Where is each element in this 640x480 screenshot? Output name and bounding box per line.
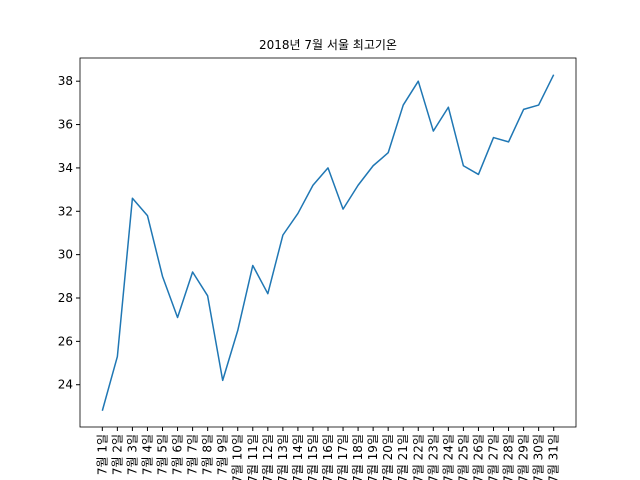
x-tick-label: 7월 17일 [336, 434, 350, 480]
x-tick-label: 7월 7일 [186, 434, 200, 475]
x-tick-label: 7월 19일 [366, 434, 380, 480]
x-tick-label: 7월 18일 [351, 434, 365, 480]
x-tick-label: 7월 11일 [246, 434, 260, 480]
y-tick-label: 36 [58, 118, 73, 132]
y-tick-label: 24 [58, 378, 73, 392]
x-tick-label: 7월 31일 [547, 434, 561, 480]
x-tick-label: 7월 6일 [171, 434, 185, 475]
x-tick-label: 7월 28일 [502, 434, 516, 480]
x-tick-label: 7월 4일 [140, 434, 154, 475]
y-tick-label: 30 [58, 248, 73, 262]
y-tick-label: 38 [58, 74, 73, 88]
x-tick-label: 7월 12일 [261, 434, 275, 480]
y-tick-label: 32 [58, 204, 73, 218]
x-tick-label: 7월 22일 [411, 434, 425, 480]
x-tick-label: 7월 24일 [441, 434, 455, 480]
y-tick-label: 26 [58, 334, 73, 348]
x-tick-label: 7월 26일 [471, 434, 485, 480]
line [101, 74, 555, 411]
x-tick-label: 7월 21일 [396, 434, 410, 480]
x-tick-label: 7월 9일 [216, 434, 230, 475]
x-tick-label: 7월 29일 [517, 434, 531, 480]
x-tick-label: 7월 2일 [110, 434, 124, 475]
x-tick-label: 7월 5일 [156, 434, 170, 475]
x-tick-label: 7월 10일 [231, 434, 245, 480]
chart-title: 2018년 7월 서울 최고기온 [259, 38, 397, 52]
x-tick-label: 7월 3일 [125, 434, 139, 475]
y-tick-label: 34 [58, 161, 73, 175]
x-tick-label: 7월 8일 [201, 434, 215, 475]
x-tick-label: 7월 20일 [381, 434, 395, 480]
x-tick-label: 7월 14일 [291, 434, 305, 480]
plot-frame [79, 57, 577, 428]
x-tick-label: 7월 15일 [306, 434, 320, 480]
x-tick-label: 7월 27일 [486, 434, 500, 480]
x-tick-label: 7월 16일 [321, 434, 335, 480]
x-tick-label: 7월 1일 [95, 434, 109, 475]
x-tick-label: 7월 23일 [426, 434, 440, 480]
x-tick-label: 7월 13일 [276, 434, 290, 480]
x-tick-label: 7월 25일 [456, 434, 470, 480]
x-tick-label: 7월 30일 [532, 434, 546, 480]
y-tick-label: 28 [58, 291, 73, 305]
